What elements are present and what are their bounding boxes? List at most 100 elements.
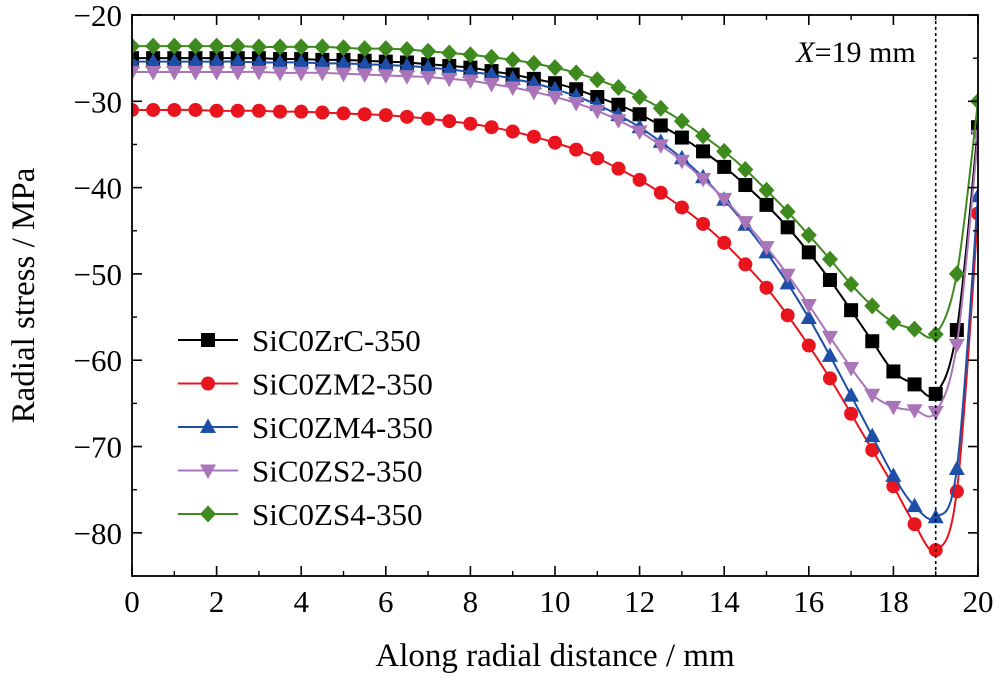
data-point <box>293 38 310 56</box>
data-point <box>800 298 817 314</box>
data-point <box>589 104 606 120</box>
data-point <box>886 364 901 379</box>
data-point <box>864 427 881 443</box>
data-point <box>844 303 859 318</box>
y-tick-label: −50 <box>74 257 122 292</box>
data-point <box>356 55 373 71</box>
data-point <box>398 70 415 85</box>
data-point <box>483 48 500 66</box>
data-point <box>188 102 203 117</box>
data-point <box>504 81 521 96</box>
data-point <box>885 467 902 482</box>
data-point <box>441 44 458 62</box>
data-point <box>906 497 923 513</box>
data-point <box>504 51 521 69</box>
data-point <box>314 54 331 70</box>
data-point <box>738 257 753 272</box>
x-tick-label: 8 <box>463 584 479 619</box>
legend-marker <box>201 376 215 391</box>
legend-label: SiC0ZS4-350 <box>252 497 423 532</box>
data-point <box>167 102 182 117</box>
data-point <box>780 220 795 235</box>
data-point <box>230 103 245 118</box>
data-point <box>229 53 246 68</box>
data-point <box>293 66 310 82</box>
data-point <box>864 297 881 315</box>
data-point <box>674 130 689 145</box>
data-point <box>652 99 669 117</box>
data-point <box>843 275 860 293</box>
x-axis-label: Along radial distance / mm <box>375 638 735 674</box>
legend-item: SiC0ZrC-350 <box>178 323 421 358</box>
data-point <box>187 53 204 68</box>
x-tick-label: 18 <box>878 584 909 619</box>
data-point <box>653 185 668 200</box>
data-point <box>462 46 479 64</box>
legend-marker <box>201 333 215 347</box>
data-point <box>250 65 267 81</box>
data-point <box>377 56 394 72</box>
data-point <box>674 200 689 215</box>
data-point <box>132 53 140 68</box>
data-point <box>187 65 204 81</box>
data-point <box>187 37 204 55</box>
data-point <box>800 309 817 324</box>
data-point <box>250 38 267 56</box>
data-point <box>801 245 816 260</box>
data-point <box>843 387 860 402</box>
data-point <box>927 508 944 524</box>
data-point <box>377 40 394 58</box>
series-sic0zs2-350 <box>132 65 978 421</box>
data-point <box>738 178 753 193</box>
data-point <box>462 74 479 90</box>
data-point <box>611 97 626 112</box>
data-point <box>273 104 288 119</box>
data-point <box>132 65 140 81</box>
data-point <box>821 250 838 268</box>
data-point <box>653 118 668 133</box>
data-point <box>504 70 521 85</box>
data-point <box>548 135 562 150</box>
y-tick-label: −20 <box>74 0 122 33</box>
data-point <box>948 460 965 475</box>
data-point <box>293 53 310 69</box>
data-point <box>335 67 352 83</box>
data-point <box>132 102 139 117</box>
data-point <box>737 216 754 231</box>
x-tick-label: 4 <box>293 584 309 619</box>
data-point <box>632 107 647 122</box>
data-point <box>525 85 542 101</box>
data-point <box>314 38 331 56</box>
data-point <box>166 37 183 55</box>
data-point <box>949 323 964 338</box>
x-tick-label: 10 <box>540 584 571 619</box>
data-point <box>906 404 923 419</box>
data-point <box>568 97 585 112</box>
data-point <box>717 159 732 174</box>
data-point <box>483 78 500 93</box>
data-point <box>631 88 648 106</box>
data-point <box>250 53 267 69</box>
data-point <box>907 377 922 392</box>
data-point <box>696 216 711 231</box>
x-tick-label: 20 <box>963 584 994 619</box>
data-point <box>716 142 733 160</box>
data-point <box>357 107 372 122</box>
series-layer <box>132 37 978 558</box>
data-point <box>948 338 965 354</box>
data-point <box>843 361 860 377</box>
data-point <box>145 65 162 81</box>
data-point <box>166 53 183 68</box>
data-point <box>441 72 458 88</box>
data-point <box>462 63 479 78</box>
legend-marker <box>200 505 216 523</box>
data-point <box>610 114 627 129</box>
y-axis-label: Radial stress / MPa <box>6 167 42 423</box>
legend-label: SiC0ZS2-350 <box>252 454 423 489</box>
data-point <box>356 68 373 84</box>
legend-item: SiC0ZM4-350 <box>178 410 433 445</box>
data-point <box>335 54 352 70</box>
data-point <box>758 241 775 256</box>
legend-item: SiC0ZS2-350 <box>178 454 423 489</box>
data-point <box>631 125 648 141</box>
